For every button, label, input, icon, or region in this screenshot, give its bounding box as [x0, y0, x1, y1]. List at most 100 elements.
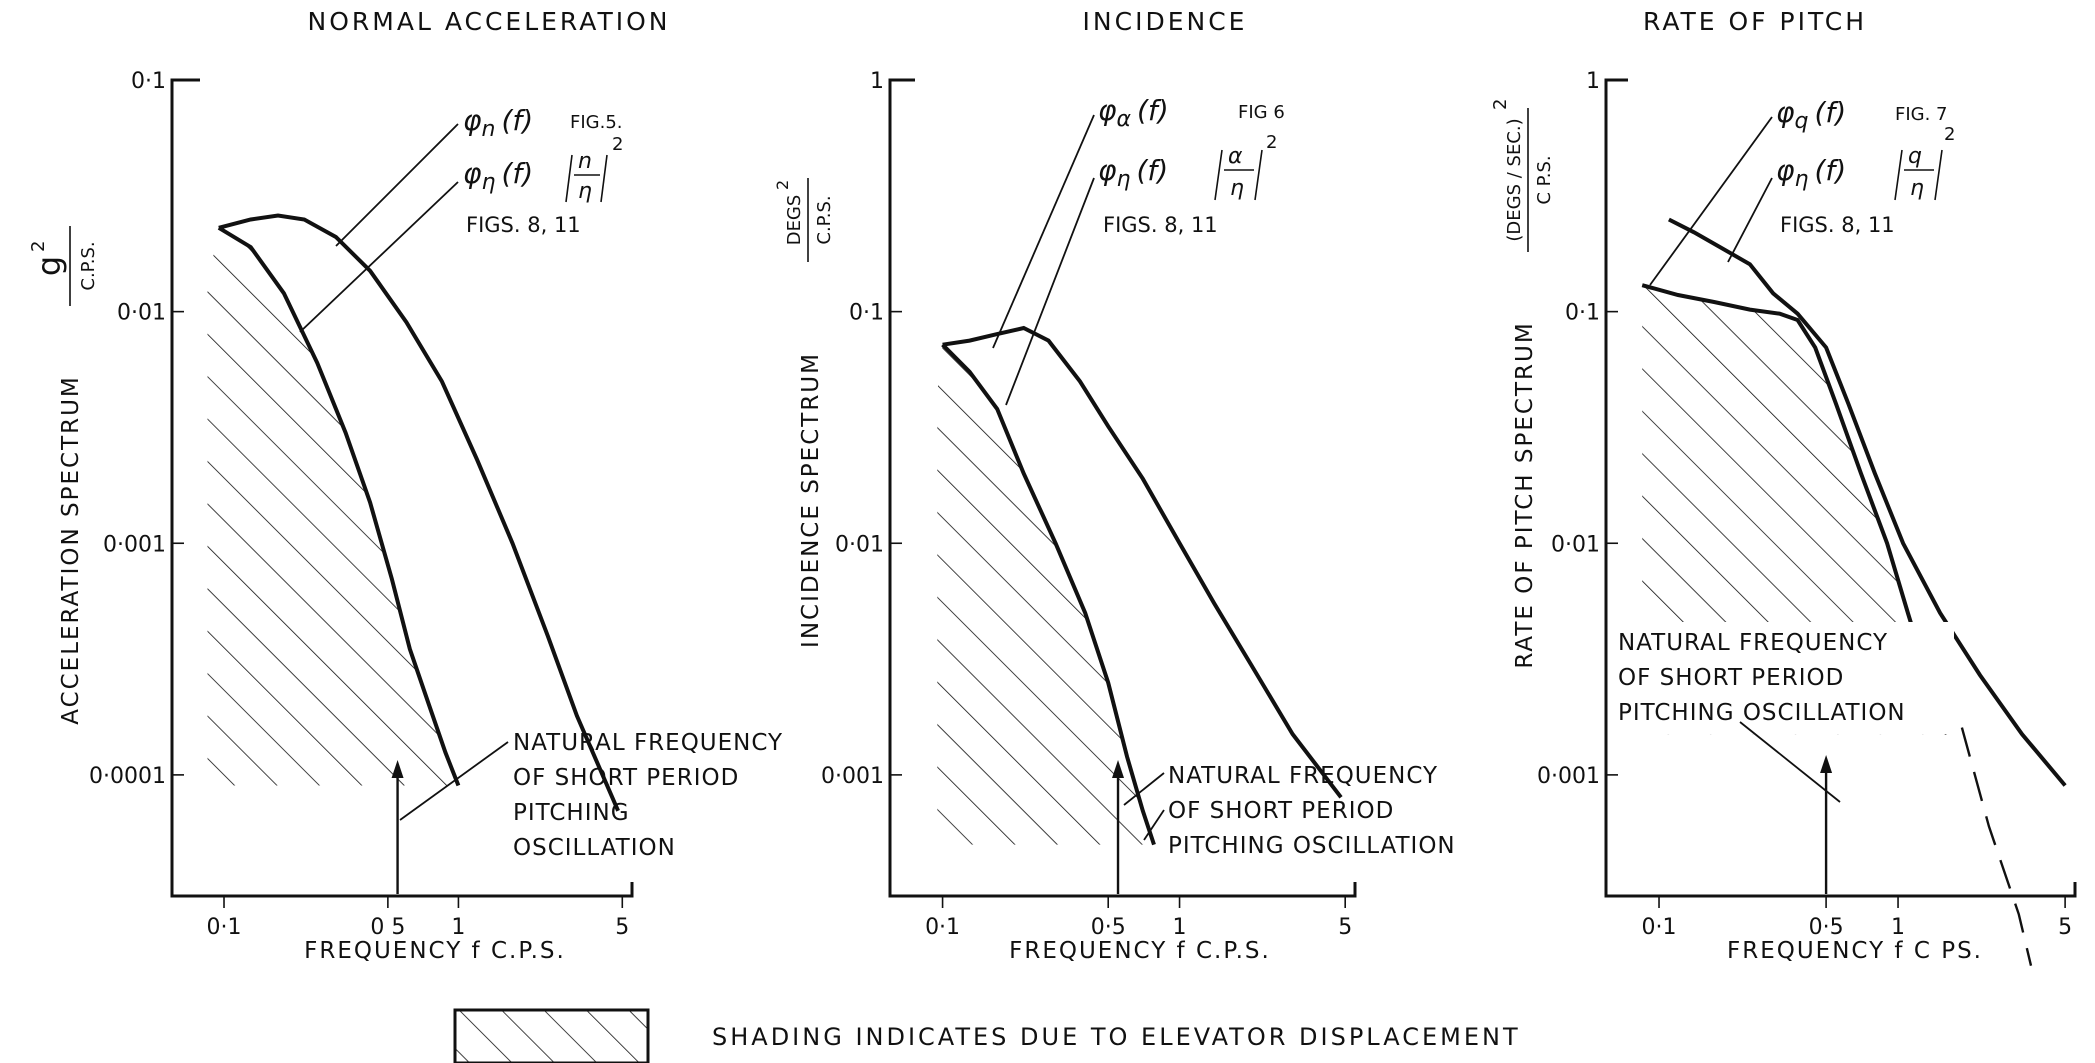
series-incidence-total — [942, 325, 1343, 799]
natural-frequency-arrow — [391, 760, 404, 894]
svg-text:PITCHING: PITCHING — [513, 800, 630, 826]
svg-text:DEGS: DEGS — [784, 195, 805, 246]
series-normal-acceleration-total — [218, 213, 620, 812]
y-tick-label: 0·1 — [849, 301, 884, 326]
svg-text:2: 2 — [773, 180, 792, 190]
svg-text:NATURAL FREQUENCY: NATURAL FREQUENCY — [1618, 630, 1888, 656]
svg-text:FIGS. 8, 11: FIGS. 8, 11 — [466, 213, 581, 237]
svg-text:φη(f): φη (f) — [463, 157, 533, 195]
y-axis-ticks: 0·0001 0·001 0·01 0·1 — [89, 69, 184, 789]
svg-text:η: η — [578, 179, 592, 204]
svg-text:φα(f): φα (f) — [1098, 94, 1169, 132]
y-tick-label: 0·1 — [131, 69, 166, 94]
chart-rate-of-pitch: RATE OF PITCH 0·1 0·5 1 5 0·001 0·01 0·1 1 FRE… — [1490, 7, 2077, 966]
legend-text: SHADING INDICATES DUE TO ELEVATOR DISPLA… — [712, 1023, 1521, 1051]
y-tick-label: 0·0001 — [89, 764, 166, 789]
natural-frequency-note: NATURAL FREQUENCY OF SHORT PERIOD PITCHI… — [399, 730, 782, 861]
svg-text:q: q — [1908, 144, 1922, 169]
svg-text:OF SHORT PERIOD: OF SHORT PERIOD — [513, 765, 739, 791]
chart-title: RATE OF PITCH — [1643, 7, 1867, 36]
svg-text:n: n — [578, 149, 592, 174]
svg-text:φη(f): φη (f) — [1098, 154, 1168, 192]
y-tick-label: 0·01 — [1551, 532, 1600, 557]
series-rate-of-pitch-elevator — [1641, 283, 1949, 735]
svg-text:φη(f): φη (f) — [1776, 154, 1846, 192]
x-tick-label: 5 — [2058, 915, 2072, 940]
natural-frequency-note: NATURAL FREQUENCY OF SHORT PERIOD PITCHI… — [1614, 622, 1954, 803]
svg-text:2: 2 — [1490, 99, 1511, 110]
y-tick-label: 0·01 — [117, 301, 166, 326]
x-tick-label: 1 — [1891, 915, 1905, 940]
svg-text:FIG 6: FIG 6 — [1238, 102, 1285, 123]
curve-annotation-primary: φα (f) FIG 6 — [992, 94, 1285, 349]
svg-text:φn(f): φn (f) — [463, 104, 533, 142]
x-axis-ticks: 0·1 0·5 1 5 — [925, 896, 1352, 940]
x-tick-label: 0·5 — [1809, 915, 1844, 940]
svg-text:2: 2 — [612, 134, 623, 155]
svg-text:2: 2 — [28, 241, 49, 252]
shaded-region — [1642, 285, 1947, 735]
x-tick-label: 0·1 — [207, 915, 242, 940]
shaded-region — [937, 344, 1154, 845]
svg-text:PITCHING OSCILLATION: PITCHING OSCILLATION — [1618, 700, 1906, 726]
y-axis-label: RATE OF PITCH SPECTRUM — [1512, 321, 1538, 668]
y-axis-unit: g 2 C.P.S. — [28, 226, 99, 306]
svg-text:OSCILLATION: OSCILLATION — [513, 835, 676, 861]
chart-incidence: INCIDENCE 0·1 0·5 1 5 0·001 0·01 0·1 1 FREQUEN… — [773, 7, 1456, 964]
series-incidence-elevator — [941, 343, 1156, 846]
svg-text:C.P.S.: C.P.S. — [814, 195, 835, 244]
y-axis-label: INCIDENCE SPECTRUM — [798, 352, 824, 648]
chart-normal-acceleration: NORMAL ACCELERATION 0·1 0 5 1 5 0·0001 0·001… — [28, 7, 782, 964]
x-tick-label: 1 — [1173, 915, 1187, 940]
y-axis-ticks: 0·001 0·01 0·1 1 — [821, 69, 902, 789]
svg-text:FIGS. 8, 11: FIGS. 8, 11 — [1103, 213, 1218, 237]
svg-text:NATURAL FREQUENCY: NATURAL FREQUENCY — [1168, 763, 1438, 789]
x-tick-label: 5 — [1338, 915, 1352, 940]
x-axis-ticks: 0·1 0·5 1 5 — [1642, 896, 2072, 940]
y-axis-label: ACCELERATION SPECTRUM — [58, 375, 84, 725]
y-axis-unit: DEGS 2 C.P.S. — [773, 178, 835, 262]
y-axis-unit: (DEGS / SEC.) 2 C P.S. — [1490, 99, 1555, 252]
y-tick-label: 0·001 — [103, 532, 166, 557]
legend-swatch — [453, 1008, 650, 1063]
x-tick-label: 0 5 — [370, 915, 405, 940]
svg-text:OF SHORT PERIOD: OF SHORT PERIOD — [1168, 798, 1394, 824]
curve-annotation-elevator: φη (f) α η 2 FIGS. 8, 11 — [1005, 132, 1277, 406]
x-tick-label: 5 — [615, 915, 629, 940]
chart-title: INCIDENCE — [1083, 7, 1248, 36]
svg-text:C P.S.: C P.S. — [1534, 155, 1555, 204]
y-tick-label: 0·01 — [835, 532, 884, 557]
x-axis-ticks: 0·1 0 5 1 5 — [207, 896, 629, 940]
svg-text:φq(f): φq (f) — [1776, 96, 1846, 134]
x-tick-label: 0·1 — [925, 915, 960, 940]
curve-annotation-primary: φn (f) FIG.5. — [335, 104, 623, 247]
svg-text:2: 2 — [1266, 132, 1277, 153]
svg-text:η: η — [1230, 176, 1244, 201]
x-tick-label: 0·5 — [1091, 915, 1126, 940]
svg-text:FIG. 7: FIG. 7 — [1895, 104, 1948, 125]
natural-frequency-arrow — [1820, 755, 1833, 894]
y-tick-label: 0·001 — [821, 764, 884, 789]
svg-text:η: η — [1910, 176, 1924, 201]
y-tick-label: 0·1 — [1565, 301, 1600, 326]
svg-text:FIG.5.: FIG.5. — [570, 112, 623, 133]
x-tick-label: 1 — [451, 915, 465, 940]
y-tick-label: 1 — [870, 69, 884, 94]
chart-title: NORMAL ACCELERATION — [308, 7, 671, 36]
natural-frequency-note: NATURAL FREQUENCY OF SHORT PERIOD PITCHI… — [1123, 763, 1456, 859]
legend: SHADING INDICATES DUE TO ELEVATOR DISPLA… — [453, 1008, 1521, 1063]
x-axis-label: FREQUENCY f C PS. — [1727, 938, 1983, 964]
svg-text:g: g — [30, 256, 68, 276]
x-axis-label: FREQUENCY f C.P.S. — [1009, 938, 1271, 964]
x-axis-label: FREQUENCY f C.P.S. — [304, 938, 566, 964]
curve-annotation-elevator: φη (f) n η 2 FIGS. 8, 11 — [299, 134, 623, 333]
svg-text:FIGS. 8, 11: FIGS. 8, 11 — [1780, 213, 1895, 237]
svg-text:C.P.S.: C.P.S. — [78, 241, 99, 290]
curve-annotation-elevator: φη (f) q η 2 FIGS. 8, 11 — [1727, 124, 1955, 263]
svg-text:PITCHING OSCILLATION: PITCHING OSCILLATION — [1168, 833, 1456, 859]
y-tick-label: 0·001 — [1537, 764, 1600, 789]
y-tick-label: 1 — [1586, 69, 1600, 94]
svg-text:(DEGS / SEC.): (DEGS / SEC.) — [1504, 118, 1525, 241]
series-rate-of-pitch-extrapolation — [1960, 727, 2033, 966]
